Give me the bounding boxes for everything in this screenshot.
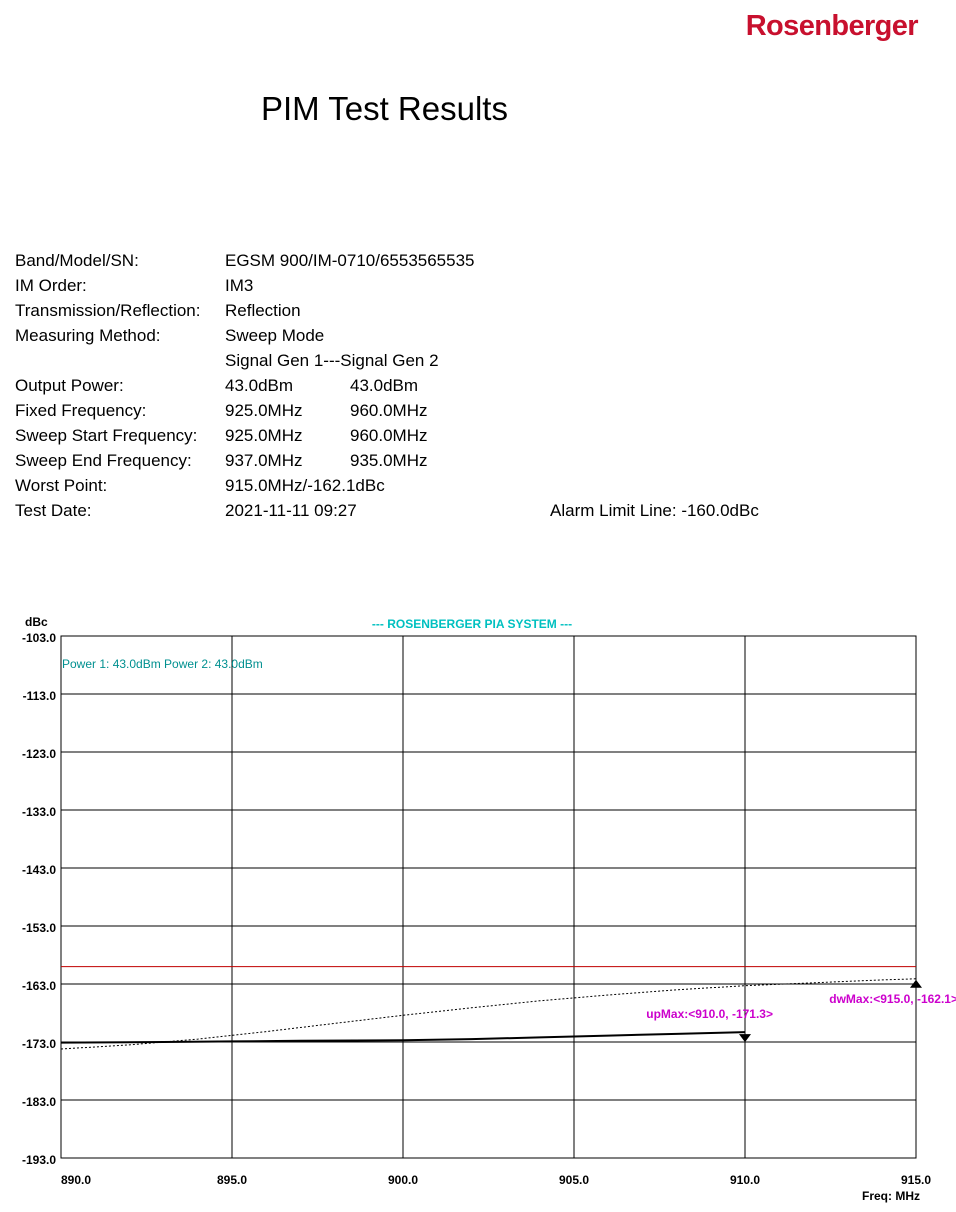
- info-label: Band/Model/SN:: [15, 251, 139, 270]
- info-label: Measuring Method:: [15, 326, 161, 345]
- marker-label: upMax:<910.0, -171.3>: [646, 1007, 773, 1021]
- marker-triangle: [910, 979, 922, 988]
- chart-grid: [60, 635, 917, 1159]
- x-tick-label: 915.0: [901, 1173, 931, 1187]
- power-text: Power 1: 43.0dBm Power 2: 43.0dBm: [62, 657, 263, 671]
- page-title: PIM Test Results: [261, 90, 508, 127]
- info-value: 2021-11-11 09:27: [225, 501, 357, 520]
- info-value: Sweep Mode: [225, 326, 325, 345]
- info-value: Signal Gen 1---Signal Gen 2: [225, 351, 439, 370]
- info-label: Output Power:: [15, 376, 124, 395]
- info-value: 43.0dBm: [225, 376, 294, 395]
- info-value-secondary: 960.0MHz: [350, 401, 428, 420]
- chart-series: [60, 966, 917, 1050]
- info-label: Fixed Frequency:: [15, 401, 147, 420]
- info-value: 925.0MHz: [225, 401, 303, 420]
- x-tick-label: 900.0: [388, 1173, 418, 1187]
- marker-label: dwMax:<915.0, -162.1>: [829, 992, 956, 1006]
- series-line-solid: [60, 1031, 746, 1044]
- info-label: Transmission/Reflection:: [15, 301, 201, 320]
- info-value-secondary: 960.0MHz: [350, 426, 428, 445]
- info-value: 937.0MHz: [225, 451, 303, 470]
- brand-logo: Rosenberger: [745, 10, 919, 42]
- y-tick-label: -113.0: [23, 689, 57, 703]
- x-tick-label: 895.0: [217, 1173, 247, 1187]
- info-label: Sweep Start Frequency:: [15, 426, 198, 445]
- y-tick-label: -183.0: [22, 1095, 56, 1109]
- info-value: EGSM 900/IM-0710/6553565535: [225, 251, 475, 270]
- y-tick-label: -143.0: [22, 863, 56, 877]
- info-value: Reflection: [225, 301, 301, 320]
- y-tick-label: -103.0: [22, 631, 56, 645]
- chart-title: --- ROSENBERGER PIA SYSTEM ---: [372, 617, 572, 631]
- x-tick-label: 890.0: [61, 1173, 91, 1187]
- info-value-secondary: 935.0MHz: [350, 451, 428, 470]
- info-label: IM Order:: [15, 276, 87, 295]
- y-tick-label: -133.0: [22, 805, 56, 819]
- chart-markers: dwMax:<915.0, -162.1> upMax:<910.0, -171.…: [646, 979, 956, 1043]
- y-tick-label: -173.0: [22, 1037, 56, 1051]
- chart-labels: 890.0 895.0 900.0 905.0 910.0 915.0 -103.0 -113…: [22, 615, 931, 1203]
- y-tick-label: -193.0: [22, 1153, 56, 1167]
- y-tick-label: -123.0: [22, 747, 56, 761]
- y-axis-label: dBc: [25, 615, 48, 629]
- y-tick-label: -153.0: [22, 921, 56, 935]
- y-tick-label: -163.0: [22, 979, 56, 993]
- info-label: Sweep End Frequency:: [15, 451, 192, 470]
- info-value: 915.0MHz/-162.1dBc: [225, 476, 385, 495]
- info-label: Test Date:: [15, 501, 92, 520]
- alarm-limit-text: Alarm Limit Line: -160.0dBc: [550, 501, 759, 520]
- x-tick-label: 910.0: [730, 1173, 760, 1187]
- series-line-dotted: [60, 978, 917, 1050]
- plot-frame: [60, 635, 917, 1159]
- info-label: Worst Point:: [15, 476, 108, 495]
- info-value: 925.0MHz: [225, 426, 303, 445]
- info-value: IM3: [225, 276, 254, 295]
- x-axis-label: Freq: MHz: [862, 1189, 920, 1203]
- info-value-secondary: 43.0dBm: [350, 376, 419, 395]
- marker-triangle: [739, 1034, 751, 1043]
- x-tick-label: 905.0: [559, 1173, 589, 1187]
